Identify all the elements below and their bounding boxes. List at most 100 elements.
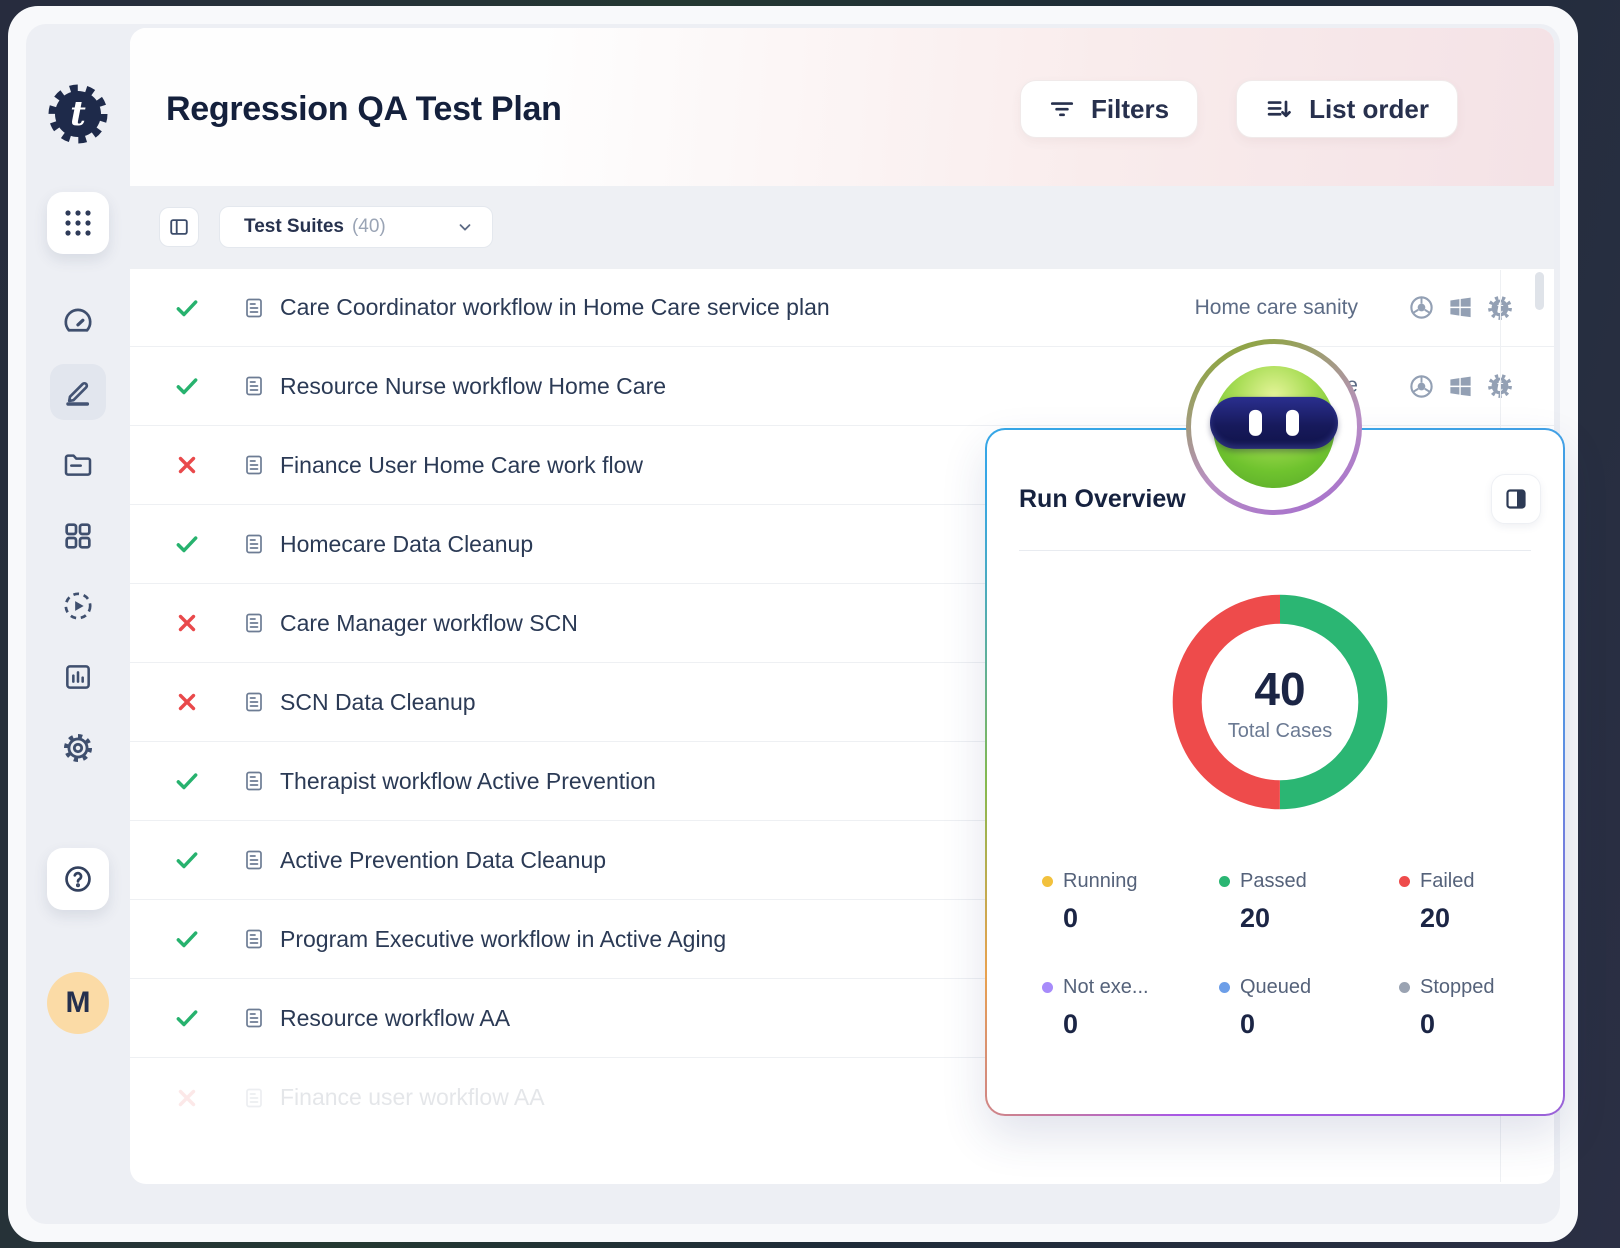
windows-icon	[1447, 294, 1474, 322]
bot-visor	[1210, 396, 1338, 449]
legend-label: Passed	[1240, 870, 1307, 892]
dropdown-count: (40)	[351, 216, 386, 237]
env-icons: t	[1408, 372, 1514, 400]
test-suite-title: Finance user workflow AA	[280, 1084, 545, 1110]
status-icon	[174, 1005, 200, 1031]
legend-dot	[1399, 982, 1410, 993]
status-icon	[174, 373, 200, 399]
legend-label: Running	[1063, 870, 1138, 892]
test-suite-title: Homecare Data Cleanup	[280, 530, 534, 557]
grid-icon	[62, 520, 94, 552]
donut-segment-failed	[1172, 594, 1388, 810]
list-order-button[interactable]: List order	[1236, 80, 1458, 138]
chrome-icon	[1408, 372, 1435, 400]
document-icon	[242, 769, 266, 793]
sidebar-item-runs[interactable]	[50, 578, 106, 634]
legend-value: 0	[1420, 1009, 1436, 1039]
sidebar-item-settings[interactable]	[50, 720, 106, 776]
sidebar-item-projects[interactable]	[50, 437, 106, 493]
sidebar-item-reports[interactable]	[50, 649, 106, 705]
pencil-icon	[62, 376, 94, 408]
test-suite-title: Resource Nurse workflow Home Care	[280, 372, 667, 399]
sidebar-item-dashboard[interactable]	[50, 294, 106, 350]
legend-item: Passed 20	[1219, 870, 1399, 934]
play-circle-icon	[61, 589, 95, 623]
settings-gear-icon	[61, 731, 95, 765]
document-icon	[242, 927, 266, 951]
legend-value: 0	[1063, 903, 1079, 933]
sidebar-item-editor[interactable]	[50, 364, 106, 420]
run-overview-panel: Run Overview 40 Total Cases Running 0	[985, 428, 1565, 1116]
list-order-label: List order	[1309, 93, 1429, 124]
dropdown-label: Test Suites	[244, 216, 344, 237]
document-icon	[242, 374, 266, 398]
bar-chart-icon	[62, 661, 94, 693]
chevron-down-icon	[456, 218, 474, 236]
test-suite-title: SCN Data Cleanup	[280, 688, 476, 715]
legend-value: 0	[1240, 1009, 1256, 1039]
bot-mascot-avatar	[1186, 339, 1362, 515]
document-icon	[242, 453, 266, 477]
document-icon	[242, 1006, 266, 1030]
test-suite-title: Care Manager workflow SCN	[280, 609, 578, 636]
panel-collapse-button[interactable]	[159, 207, 199, 247]
legend-label: Queued	[1240, 976, 1312, 998]
status-icon	[174, 1085, 200, 1111]
test-suite-row[interactable]: Care Coordinator workflow in Home Care s…	[130, 268, 1554, 347]
sidebar: t	[26, 24, 130, 1224]
document-icon	[242, 532, 266, 556]
page-header: Regression QA Test Plan Filters	[130, 28, 1554, 186]
legend-dot	[1042, 982, 1053, 993]
filters-label: Filters	[1091, 93, 1170, 124]
status-icon	[174, 689, 200, 715]
total-cases-value: 40	[1254, 662, 1306, 715]
test-suite-title: Program Executive workflow in Active Agi…	[280, 925, 727, 952]
legend-label: Failed	[1420, 870, 1475, 892]
page-title: Regression QA Test Plan	[166, 90, 562, 128]
filter-icon	[1049, 96, 1075, 122]
env-icons: t	[1408, 294, 1514, 322]
legend-item: Not exe... 0	[1042, 976, 1219, 1040]
scrollbar-thumb[interactable]	[1535, 272, 1544, 310]
left-panel-icon	[168, 216, 190, 238]
test-suite-title: Finance User Home Care work flow	[280, 451, 644, 478]
folder-icon	[62, 449, 94, 481]
test-suite-title: Resource workflow AA	[280, 1004, 511, 1031]
sort-icon	[1265, 95, 1293, 123]
legend-item: Queued 0	[1219, 976, 1399, 1040]
bot-mascot-face	[1191, 344, 1357, 510]
bot-eye-right	[1286, 409, 1299, 436]
status-icon	[174, 926, 200, 952]
legend-dot	[1042, 876, 1053, 887]
right-panel-icon	[1504, 487, 1528, 511]
help-icon	[62, 863, 94, 895]
sidebar-item-elements[interactable]	[50, 508, 106, 564]
status-icon	[174, 452, 200, 478]
document-icon	[242, 690, 266, 714]
status-icon	[174, 610, 200, 636]
document-icon	[242, 1086, 266, 1110]
expand-panel-button[interactable]	[1491, 474, 1541, 524]
windows-icon	[1447, 372, 1474, 400]
gauge-icon	[61, 305, 95, 339]
app-logo: t	[46, 82, 110, 146]
test-suite-title: Therapist workflow Active Prevention	[280, 767, 656, 794]
run-overview-title: Run Overview	[1019, 484, 1186, 513]
apps-grid-button[interactable]	[47, 192, 109, 254]
document-icon	[242, 296, 266, 320]
user-avatar[interactable]: M	[47, 972, 109, 1034]
test-suites-dropdown[interactable]: Test Suites (40)	[219, 206, 493, 248]
filters-button[interactable]: Filters	[1020, 80, 1199, 138]
list-toolbar: Test Suites (40)	[130, 186, 1554, 268]
svg-text:t: t	[70, 94, 86, 134]
apps-grid-icon	[63, 208, 93, 238]
legend-dot	[1219, 876, 1230, 887]
status-icon	[174, 768, 200, 794]
legend-item: Stopped 0	[1399, 976, 1522, 1040]
legend-item: Running 0	[1042, 870, 1219, 934]
legend-value: 20	[1240, 903, 1271, 933]
avatar-initial: M	[65, 986, 91, 1019]
run-overview-legend: Running 0 Passed 20 Failed 20 Not exe...…	[1042, 870, 1522, 1040]
help-button[interactable]	[47, 848, 109, 910]
test-suite-title: Active Prevention Data Cleanup	[280, 846, 607, 873]
